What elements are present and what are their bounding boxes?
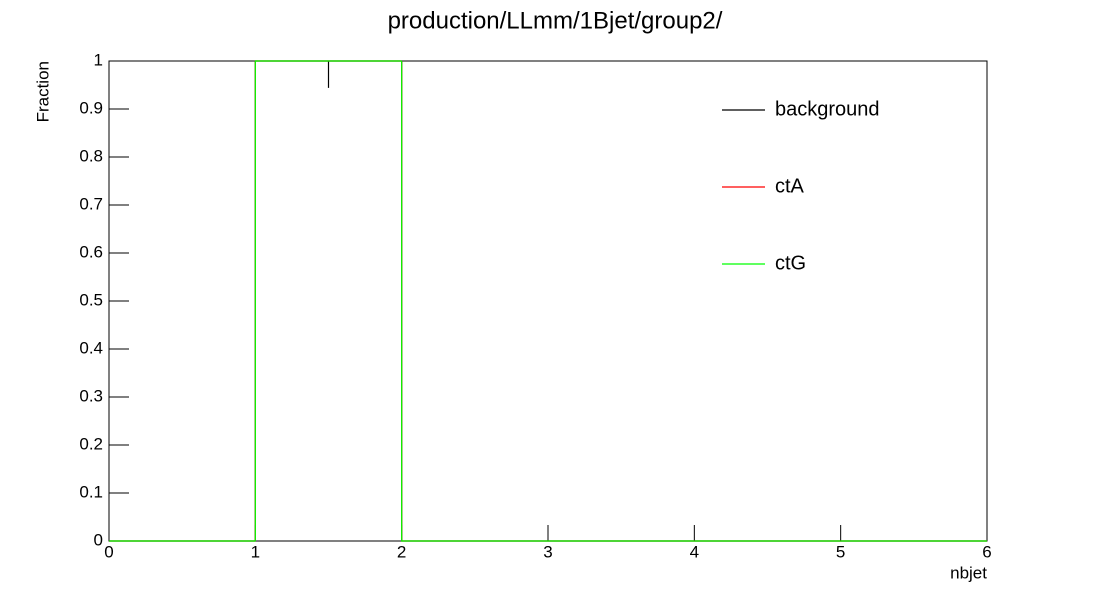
histogram-bin bbox=[401, 61, 548, 542]
y-tick-label: 0 bbox=[94, 530, 103, 549]
chart-title: production/LLmm/1Bjet/group2/ bbox=[388, 7, 723, 34]
x-tick-label: 3 bbox=[543, 542, 552, 561]
x-tick-label: 0 bbox=[104, 542, 113, 561]
x-tick-label: 2 bbox=[397, 542, 406, 561]
x-tick-label: 5 bbox=[836, 542, 845, 561]
y-tick-label: 0.7 bbox=[79, 194, 103, 213]
x-tick-label: 4 bbox=[690, 542, 699, 561]
y-tick-label: 0.6 bbox=[79, 242, 103, 261]
y-tick-label: 0.1 bbox=[79, 482, 103, 501]
y-axis-label: Fraction bbox=[33, 61, 52, 122]
y-tick-label: 1 bbox=[94, 50, 103, 69]
x-tick-label: 1 bbox=[251, 542, 260, 561]
x-tick-label: 6 bbox=[982, 542, 991, 561]
histogram-bin bbox=[254, 60, 402, 541]
histogram-bin bbox=[254, 60, 402, 541]
y-tick-label: 0.4 bbox=[79, 338, 103, 357]
y-tick-label: 0.3 bbox=[79, 386, 103, 405]
histogram-bin bbox=[401, 61, 548, 542]
plot-frame bbox=[108, 60, 988, 542]
legend-label: ctG bbox=[775, 252, 806, 274]
y-tick-label: 0.9 bbox=[79, 98, 103, 117]
histogram-bin bbox=[401, 61, 548, 542]
histogram-bin bbox=[254, 60, 402, 541]
x-axis-label: nbjet bbox=[950, 563, 987, 582]
y-tick-label: 0.5 bbox=[79, 290, 103, 309]
legend-label: ctA bbox=[775, 175, 805, 197]
y-tick-label: 0.8 bbox=[79, 146, 103, 165]
legend-label: background bbox=[775, 98, 880, 120]
y-tick-label: 0.2 bbox=[79, 434, 103, 453]
